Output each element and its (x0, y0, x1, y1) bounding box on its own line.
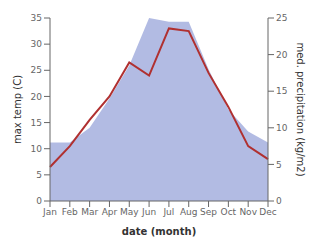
svg-text:Apr: Apr (102, 207, 118, 217)
svg-text:max temp (C): max temp (C) (12, 75, 23, 144)
svg-text:Oct: Oct (221, 207, 237, 217)
svg-text:Aug: Aug (180, 207, 198, 217)
svg-text:25: 25 (31, 65, 42, 75)
svg-text:20: 20 (31, 92, 43, 102)
svg-text:Nov: Nov (239, 207, 257, 217)
svg-text:10: 10 (276, 123, 288, 133)
svg-text:5: 5 (276, 160, 282, 170)
svg-text:5: 5 (36, 170, 42, 180)
svg-text:Jun: Jun (141, 207, 156, 217)
svg-text:35: 35 (31, 13, 42, 23)
svg-text:10: 10 (31, 144, 43, 154)
svg-text:0: 0 (36, 196, 42, 206)
svg-text:25: 25 (276, 13, 287, 23)
svg-text:15: 15 (276, 86, 287, 96)
svg-text:15: 15 (31, 118, 42, 128)
svg-text:date (month): date (month) (122, 226, 196, 237)
svg-text:30: 30 (31, 39, 43, 49)
svg-text:Mar: Mar (81, 207, 98, 217)
svg-text:20: 20 (276, 50, 288, 60)
svg-text:Feb: Feb (62, 207, 78, 217)
svg-text:0: 0 (276, 196, 282, 206)
svg-text:med. precipitation (kg/m2): med. precipitation (kg/m2) (295, 42, 306, 176)
svg-text:Jan: Jan (42, 207, 57, 217)
svg-text:May: May (120, 207, 139, 217)
svg-text:Jul: Jul (162, 207, 174, 217)
svg-text:Dec: Dec (259, 207, 276, 217)
svg-text:Sep: Sep (200, 207, 217, 217)
